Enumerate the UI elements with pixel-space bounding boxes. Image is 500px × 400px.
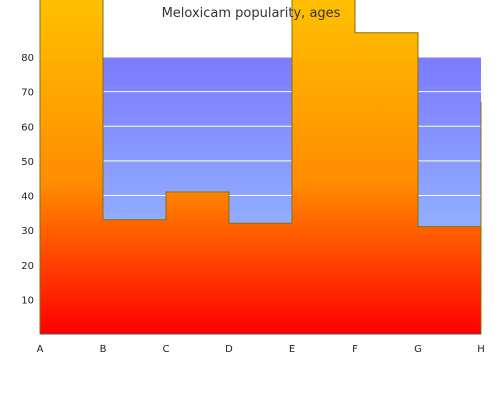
y-tick-label: 20	[21, 261, 34, 272]
x-tick-label: B	[100, 344, 107, 355]
y-tick-label: 40	[21, 192, 34, 203]
x-tick-label: D	[225, 344, 233, 355]
x-tick-label: F	[352, 344, 358, 355]
y-tick-label: 70	[21, 88, 34, 99]
data-area	[39, 0, 482, 334]
x-tick-label: G	[414, 344, 422, 355]
x-tick-label: E	[289, 344, 295, 355]
y-tick-label: 10	[21, 295, 34, 306]
chart-title: Meloxicam popularity, ages	[162, 6, 341, 21]
x-axis-ticks: A B C D E F G H	[37, 344, 485, 355]
y-tick-label: 60	[21, 122, 34, 133]
y-tick-label: 30	[21, 226, 34, 237]
y-axis-ticks: 10 20 30 40 50 60 70 80	[21, 53, 34, 306]
x-tick-label: A	[37, 344, 44, 355]
y-tick-label: 50	[21, 157, 34, 168]
y-tick-label: 80	[21, 53, 34, 64]
x-tick-label: C	[163, 344, 170, 355]
x-tick-label: H	[477, 344, 485, 355]
